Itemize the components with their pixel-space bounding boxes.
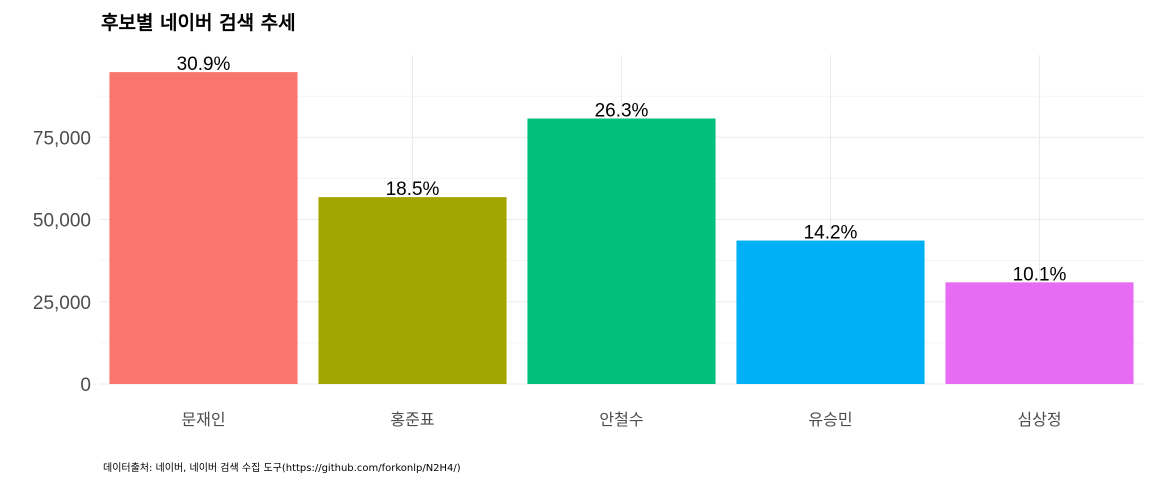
bar <box>736 240 925 384</box>
data-label: 30.9% <box>177 54 231 75</box>
y-tick-label: 0 <box>80 375 91 396</box>
data-label: 14.2% <box>804 223 858 244</box>
chart-caption: 데이터출처: 네이버, 네이버 검색 수집 도구(https://github.… <box>103 463 461 474</box>
data-labels: 30.9% 18.5% 26.3% 14.2% 10.1% <box>177 54 1067 285</box>
x-tick-label: 홍준표 <box>390 410 434 429</box>
y-tick-label: 75,000 <box>33 128 91 149</box>
data-label: 18.5% <box>386 179 440 200</box>
bar <box>318 197 507 384</box>
bar <box>109 72 298 384</box>
chart-title: 후보별 네이버 검색 추세 <box>101 12 296 34</box>
data-label: 26.3% <box>595 100 649 121</box>
y-axis-ticks: 0 25,000 50,000 75,000 <box>33 128 91 396</box>
bar <box>527 118 716 384</box>
bars <box>109 72 1134 384</box>
x-axis-ticks: 문재인 홍준표 안철수 유승민 심상정 <box>181 410 1061 429</box>
x-tick-label: 문재인 <box>181 410 225 429</box>
bar <box>945 282 1134 384</box>
x-tick-label: 심상정 <box>1017 410 1061 429</box>
data-label: 10.1% <box>1013 264 1067 285</box>
y-tick-label: 25,000 <box>33 293 91 314</box>
x-tick-label: 안철수 <box>599 410 643 429</box>
y-tick-label: 50,000 <box>33 211 91 232</box>
x-tick-label: 유승민 <box>808 410 852 429</box>
